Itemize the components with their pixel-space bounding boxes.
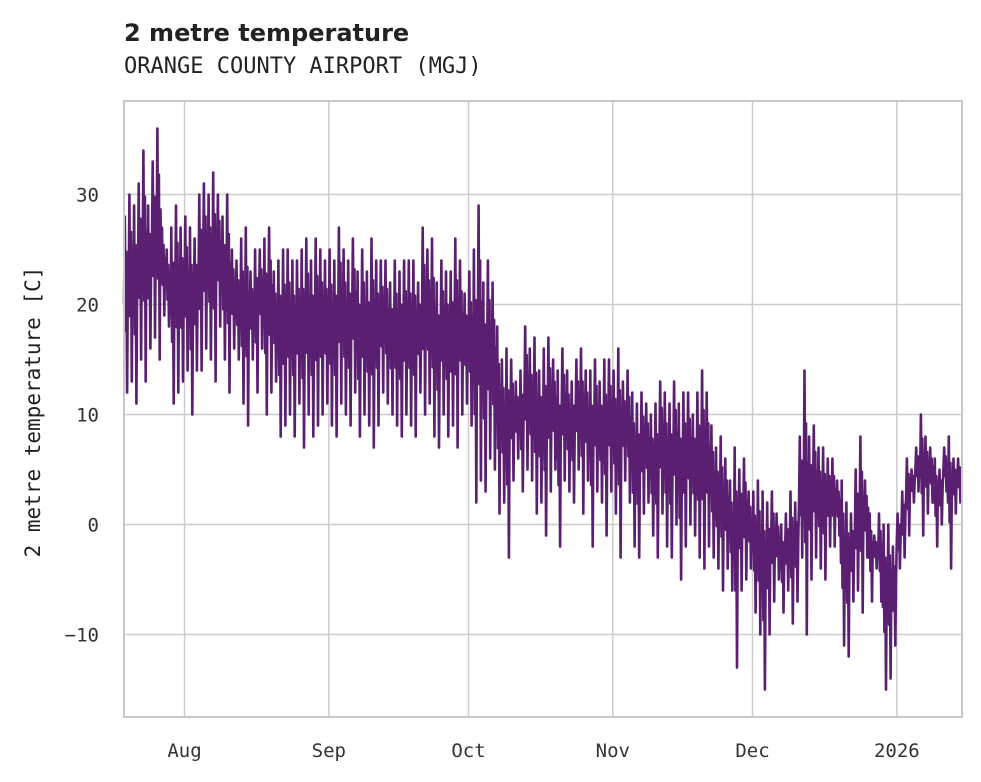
x-tick-label: Aug bbox=[167, 740, 201, 762]
y-tick-label: 0 bbox=[88, 515, 99, 537]
chart-title: 2 metre temperature bbox=[124, 19, 409, 47]
x-tick-label: Oct bbox=[451, 740, 485, 762]
y-tick-label: −10 bbox=[65, 625, 99, 647]
x-tick-label: Sep bbox=[312, 740, 346, 762]
temperature-series-line bbox=[122, 127, 963, 691]
chart-subtitle: ORANGE COUNTY AIRPORT (MGJ) bbox=[124, 54, 482, 79]
y-tick-label: 10 bbox=[76, 405, 99, 427]
x-tick-label: Nov bbox=[596, 740, 630, 762]
x-tick-label: 2026 bbox=[874, 740, 920, 762]
y-tick-labels: 30 20 10 0 −10 bbox=[65, 185, 99, 647]
series-group bbox=[122, 127, 963, 691]
y-tick-label: 20 bbox=[76, 295, 99, 317]
x-tick-label: Dec bbox=[735, 740, 769, 762]
x-tick-labels: Aug Sep Oct Nov Dec 2026 bbox=[167, 740, 919, 762]
y-axis-label: 2 metre temperature [C] bbox=[21, 267, 45, 558]
y-tick-label: 30 bbox=[76, 185, 99, 207]
plot-frame bbox=[123, 100, 963, 718]
